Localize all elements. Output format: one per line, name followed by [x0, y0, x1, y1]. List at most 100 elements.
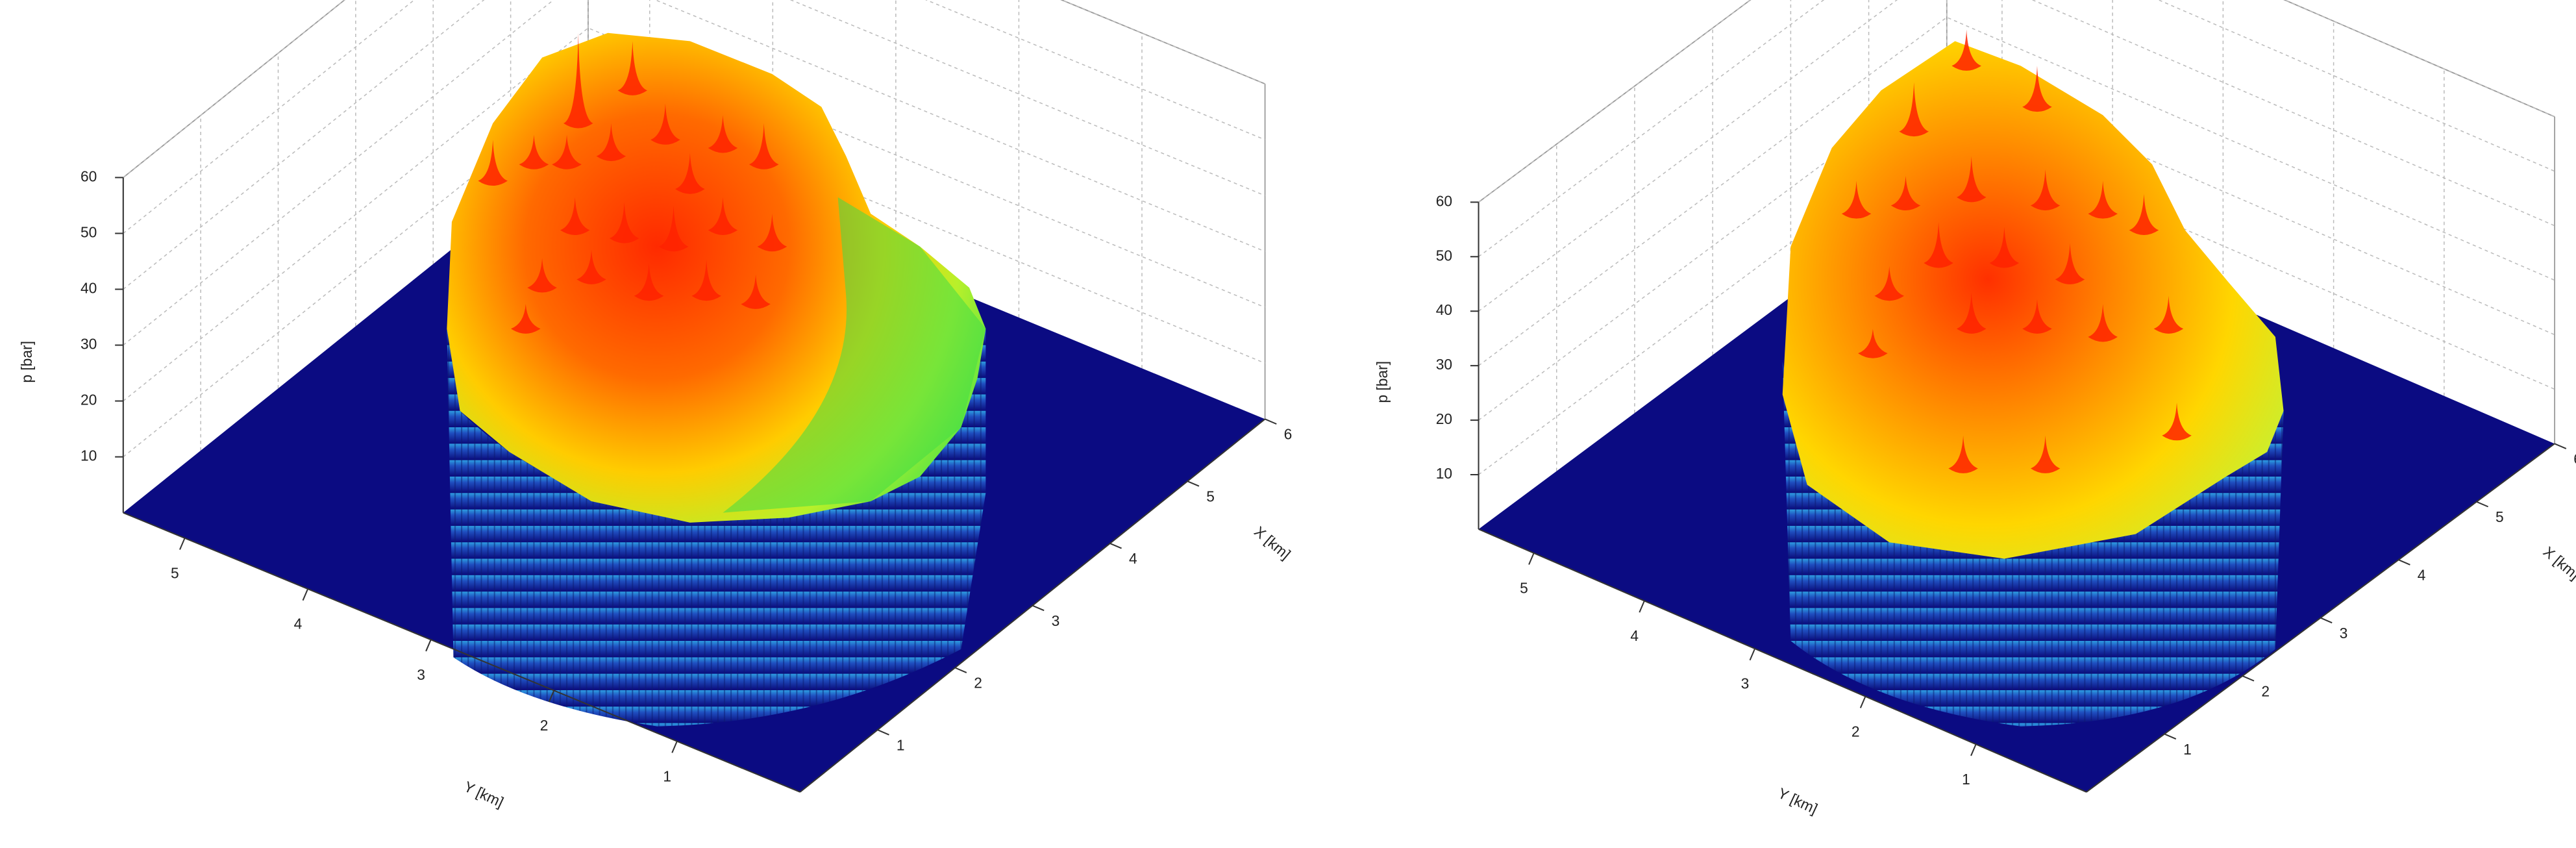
y-tick — [1749, 648, 1756, 661]
z-tick-label: 60 — [1436, 192, 1452, 209]
z-tick-label: 50 — [1436, 247, 1452, 264]
surface-spike — [2030, 169, 2061, 211]
z-tick-label: 40 — [80, 280, 97, 297]
x-tick-label: 5 — [2496, 508, 2504, 525]
surface-spike — [691, 259, 721, 301]
z-tick-label: 10 — [80, 447, 97, 464]
z-tick-label: 20 — [80, 392, 97, 408]
x-tick — [2398, 559, 2410, 566]
surface-spike — [1956, 292, 1987, 334]
spikes — [478, 32, 787, 334]
surface-spike — [708, 197, 738, 235]
surface-spike — [1874, 266, 1904, 301]
wall-edge — [2283, 0, 2555, 118]
surface-spike — [2162, 403, 2192, 441]
surface-spike — [1841, 181, 1872, 219]
y-tick-label: 4 — [294, 616, 303, 632]
x-tick-label: 4 — [1129, 550, 1137, 567]
surface-spike — [560, 197, 590, 235]
x-tick-label: 6 — [2573, 451, 2576, 468]
y-axis-title: Y [km] — [1776, 784, 1820, 817]
x-tick — [1032, 605, 1045, 612]
surface-spike — [2030, 435, 2061, 473]
surface-spike — [675, 153, 705, 194]
y-tick-label: 2 — [1852, 723, 1860, 740]
surface-spike — [564, 32, 593, 129]
z-tick-label: 30 — [1436, 356, 1452, 373]
surface-spike — [609, 202, 639, 243]
x-axis-title: X [km] — [1251, 523, 1294, 562]
surface-spike — [1899, 82, 1929, 137]
x-tick — [2164, 733, 2177, 740]
y-tick-label: 4 — [1630, 627, 1639, 644]
x-tick — [1109, 542, 1122, 549]
surface-top — [1782, 41, 2284, 559]
x-tick — [2554, 443, 2567, 449]
x-tick-label: 3 — [1052, 612, 1060, 629]
z-axis-title: p [bar] — [18, 341, 35, 383]
spikes — [1841, 29, 2192, 473]
surface-spike — [2153, 295, 2184, 334]
y-axis-title: Y [km] — [462, 778, 506, 811]
y-axis — [123, 512, 800, 793]
x-tick — [1265, 418, 1277, 425]
surface-spike — [1858, 329, 1888, 358]
surface-spike — [2088, 304, 2118, 342]
surface-spike — [511, 304, 541, 334]
surface-spike — [1989, 227, 2020, 268]
surface-spike — [708, 115, 738, 153]
surface-spike — [650, 103, 680, 145]
surface-spike — [2022, 66, 2052, 112]
x-tick — [2476, 501, 2489, 508]
surface-spike — [741, 274, 771, 309]
surface-spike — [478, 140, 508, 186]
x-tick — [1187, 480, 1200, 487]
panel: 10 20 30 40 50 60 1 2 3 4 5 6 1 2 3 4 5 p [bar] X [km] Y [k… — [18, 0, 1294, 810]
surface-spike — [2055, 243, 2085, 284]
surface-spike — [1951, 29, 1981, 71]
z-tick-label: 30 — [80, 336, 97, 353]
grid-line — [123, 0, 1265, 290]
wall-edge — [1060, 0, 1265, 84]
surface-spike — [617, 41, 648, 95]
y-tick — [671, 741, 678, 753]
x-tick-label: 5 — [1206, 488, 1215, 505]
surface-spike — [552, 134, 582, 169]
y-tick-label: 2 — [540, 717, 549, 734]
y-tick-label: 5 — [1520, 579, 1528, 596]
axes: 10 20 30 40 50 60 1 2 3 4 5 6 1 2 3 4 5 p [bar] X [km] Y [k… — [1374, 192, 2576, 817]
surface-spike — [1956, 156, 1987, 203]
z-axis-title: p [bar] — [1374, 361, 1391, 403]
y-tick-label: 1 — [663, 767, 671, 784]
y-tick-label: 3 — [1741, 675, 1750, 692]
z-tick-label: 60 — [80, 168, 97, 184]
y-tick-label: 5 — [171, 564, 179, 581]
surface-spike — [658, 205, 689, 252]
z-tick-label: 50 — [80, 223, 97, 240]
y-tick — [1970, 743, 1977, 756]
y-tick — [1639, 600, 1645, 613]
y-tick-label: 1 — [1962, 771, 1970, 788]
y-tick — [425, 639, 432, 652]
x-tick-label: 4 — [2418, 567, 2426, 584]
x-tick-label: 1 — [2183, 741, 2192, 758]
surface-spike — [1890, 175, 1921, 211]
x-tick — [2320, 617, 2333, 624]
surface-skirt — [447, 329, 986, 727]
x-tick-label: 2 — [2261, 682, 2270, 699]
surface-spike — [2022, 299, 2052, 334]
surface-spike — [576, 249, 606, 284]
x-tick-label: 3 — [2340, 625, 2348, 642]
surface-spike — [634, 263, 664, 301]
surface-skirt — [1782, 361, 2284, 727]
y-tick — [1859, 696, 1866, 708]
y-tick — [548, 690, 555, 703]
panel: 10 20 30 40 50 60 1 2 3 4 5 6 1 2 3 4 5 p [bar] X [km] Y [k… — [1374, 0, 2576, 817]
y-tick — [1528, 553, 1535, 565]
surface-spike — [2129, 193, 2159, 235]
surface-spike — [749, 123, 779, 169]
surface-spike — [2088, 181, 2118, 219]
surface-spike — [1924, 221, 1953, 268]
